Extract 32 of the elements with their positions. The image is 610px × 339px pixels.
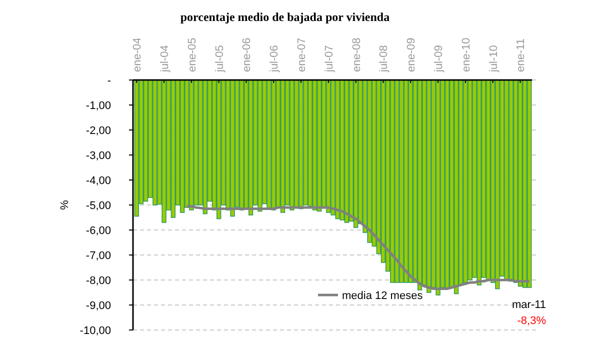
x-tick-label: ene-06 (241, 38, 254, 72)
x-tick-label: ene-07 (296, 38, 308, 72)
x-tick-label: ene-10 (460, 38, 472, 72)
x-tick-label: ene-04 (132, 38, 144, 72)
annotation: -8,3% (517, 315, 546, 327)
y-tick-label: -3,00 (86, 150, 111, 162)
x-tick-label: jul-10 (488, 45, 500, 73)
y-tick-label: -5,00 (86, 200, 111, 212)
y-tick-label: -9,00 (86, 300, 111, 312)
y-tick-label: -6,00 (86, 225, 111, 237)
annotation: mar-11 (512, 299, 546, 311)
y-tick-label: -1,00 (86, 100, 111, 112)
y-tick-label: - (107, 75, 112, 87)
x-tick-label: jul-09 (433, 45, 446, 73)
chart-title: porcentaje medio de bajada por vivienda (180, 10, 390, 24)
y-axis-title: % (59, 200, 71, 210)
y-tick-label: -4,00 (86, 175, 111, 187)
x-tick-label: jul-05 (214, 45, 226, 73)
y-tick-label: -2,00 (86, 125, 111, 137)
x-tick-label: jul-08 (378, 45, 390, 73)
x-tick-label: ene-11 (515, 38, 528, 72)
y-tick-label: -8,00 (86, 275, 111, 287)
y-tick-label: -10,00 (80, 325, 111, 337)
line-series (186, 205, 531, 290)
legend-label: media 12 meses (342, 290, 424, 302)
x-tick-label: jul-06 (268, 45, 281, 73)
x-tick-label: ene-05 (186, 38, 198, 72)
x-tick-label: ene-08 (350, 38, 363, 72)
x-tick-label: jul-04 (159, 45, 172, 73)
x-tick-label: jul-07 (323, 45, 336, 73)
y-tick-label: -7,00 (86, 250, 111, 262)
x-tick-label: ene-09 (406, 38, 418, 72)
